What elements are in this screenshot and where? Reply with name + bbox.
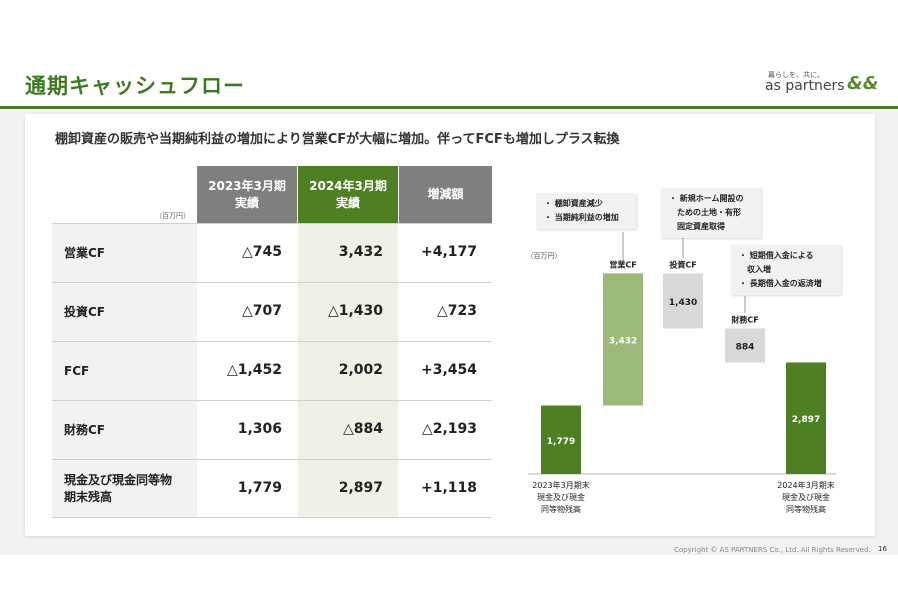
row-label: 財務CF xyxy=(64,423,106,437)
cell-2023: △707 xyxy=(242,303,282,319)
table-bottom-rule xyxy=(52,517,492,518)
cell-diff: △2,193 xyxy=(421,421,477,437)
note-line: ・ 新規ホーム開設の xyxy=(669,194,744,203)
category-label-4-line2: 現金及び現金 xyxy=(782,492,830,502)
header-2023: 2023年3月期 実績 xyxy=(197,166,297,223)
note-line: ・ 棚卸資産減少 xyxy=(544,199,603,208)
row-label-cell xyxy=(52,224,197,282)
note-line: ・ 長期借入金の返済増 xyxy=(739,279,822,288)
header-2023-line1: 2023年3月期 xyxy=(208,178,286,193)
table-row: 現金及び現金同等物 期末残高 1,779 2,897 +1,118 xyxy=(52,459,492,518)
header-2024-line1: 2024年3月期 xyxy=(309,178,387,193)
header-2024: 2024年3月期 実績 xyxy=(298,166,398,223)
category-label-3: 財務CF xyxy=(730,314,758,324)
logo-text: as partners xyxy=(765,78,845,94)
page-number: 16 xyxy=(878,545,887,553)
cell-2024: 3,432 xyxy=(338,244,383,260)
copyright: Copyright © AS PARTNERS Co., Ltd. All Ri… xyxy=(674,546,871,554)
category-label-2: 投資CF xyxy=(669,259,696,269)
row-label-cell xyxy=(52,460,197,518)
bar-1 xyxy=(603,273,643,406)
cell-2023: 1,779 xyxy=(237,480,282,496)
bar-0 xyxy=(541,405,581,474)
note-line: ための土地・有形 xyxy=(669,208,741,217)
bar-value-4: 2,897 xyxy=(792,415,820,425)
row-label-cell xyxy=(52,283,197,341)
note-line: 収入増 xyxy=(739,265,771,274)
category-label-0-line2: 現金及び現金 xyxy=(537,492,585,502)
table-unit: （百万円） xyxy=(155,212,190,220)
logo-mark-icon: && xyxy=(847,73,879,94)
bar-value-1: 3,432 xyxy=(609,336,637,346)
category-label-1: 営業CF xyxy=(609,259,636,269)
row-label: 営業CF xyxy=(64,246,106,260)
bar-value-0: 1,779 xyxy=(547,437,575,447)
cell-2023: △745 xyxy=(242,244,282,260)
header-2024-line2: 実績 xyxy=(335,195,360,210)
highlight-column xyxy=(298,223,398,517)
table-row: FCF △1,452 2,002 +3,454 xyxy=(52,341,492,400)
cell-2023: 1,306 xyxy=(237,421,282,437)
cell-2024: 2,897 xyxy=(338,480,383,496)
category-label-0-line3: 同等物残高 xyxy=(541,504,581,514)
category-label-4-line3: 同等物残高 xyxy=(786,504,826,514)
table-row: 投資CF △707 △1,430 △723 xyxy=(52,282,492,341)
bar-4 xyxy=(786,362,826,474)
note-line: ・ 短期借入金による xyxy=(739,251,814,260)
note-line: ・ 当期純利益の増加 xyxy=(544,213,619,222)
page-title: 通期キャッシュフロー xyxy=(25,74,245,98)
row-label: 投資CF xyxy=(64,305,106,319)
cell-diff: +4,177 xyxy=(420,244,477,260)
category-label-4-line1: 2024年3月期末 xyxy=(777,480,834,490)
bar-value-2: 1,430 xyxy=(669,298,697,308)
logo-tagline: 暮らしを、共に。 xyxy=(768,71,824,79)
bar-3 xyxy=(725,328,765,363)
row-label-cell xyxy=(52,401,197,459)
header-diff: 増減額 xyxy=(399,166,492,223)
note-operating-cf: ・ 棚卸資産減少 ・ 当期純利益の増加 xyxy=(536,193,636,229)
cell-2024: △1,430 xyxy=(327,303,383,319)
cell-diff: +1,118 xyxy=(420,480,477,496)
cell-2023: △1,452 xyxy=(226,362,282,378)
row-label-line2: 期末残高 xyxy=(64,490,113,504)
table-row: 営業CF △745 3,432 +4,177 xyxy=(52,223,492,282)
note-line: 固定資産取得 xyxy=(669,222,725,231)
cell-diff: △723 xyxy=(437,303,477,319)
category-label-0-line1: 2023年3月期末 xyxy=(532,480,589,490)
bar-2 xyxy=(663,273,703,329)
subtitle: 棚卸資産の販売や当期純利益の増加により営業CFが大幅に増加。伴ってFCFも増加し… xyxy=(55,132,620,147)
header-rule xyxy=(0,106,898,109)
table-row: 財務CF 1,306 △884 △2,193 xyxy=(52,400,492,459)
row-label-line1: 現金及び現金同等物 xyxy=(64,473,173,487)
header-diff-label: 増減額 xyxy=(427,187,464,201)
bar-value-3: 884 xyxy=(736,342,755,352)
chart-unit: （百万円） xyxy=(527,252,562,260)
header xyxy=(0,55,898,107)
header-2023-line2: 実績 xyxy=(234,195,259,210)
note-financing-cf: ・ 短期借入金による 収入増 ・ 長期借入金の返済増 xyxy=(731,245,841,295)
row-label-cell xyxy=(52,342,197,400)
cell-2024: 2,002 xyxy=(338,362,383,378)
note-investing-cf: ・ 新規ホーム開設の ための土地・有形 固定資産取得 xyxy=(661,188,761,238)
cell-2024: △884 xyxy=(343,421,383,437)
row-label: FCF xyxy=(64,364,90,378)
cell-diff: +3,454 xyxy=(420,362,477,378)
